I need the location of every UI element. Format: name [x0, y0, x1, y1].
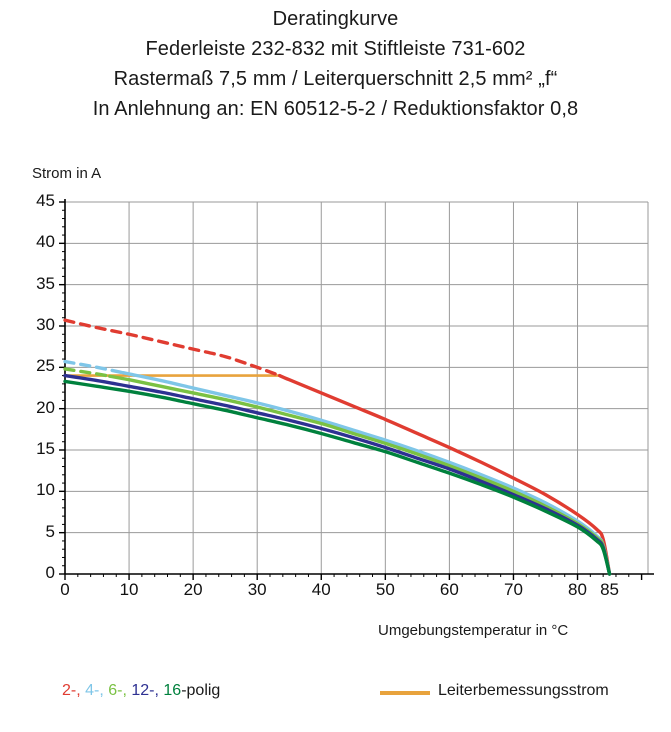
legend-separator: -, [70, 682, 86, 699]
title-line-4: In Anlehnung an: EN 60512-5-2 / Reduktio… [92, 98, 579, 120]
series-line [120, 370, 612, 576]
y-axis-tick-label: 35 [36, 273, 55, 293]
series-line [63, 373, 612, 576]
series-4-polig [63, 359, 612, 576]
y-axis-tick-label: 10 [36, 480, 55, 500]
y-axis-tick-label: 40 [36, 232, 55, 252]
title-line-2: Federleiste 232-832 mit Stiftleiste 731-… [145, 38, 526, 60]
legend-separator: -, [94, 682, 109, 699]
legend-separator: -, [149, 682, 164, 699]
legend-pole-12: 12 [131, 682, 150, 699]
title-line-3: Rastermaß 7,5 mm / Leiterquerschnitt 2,5… [113, 68, 558, 90]
y-axis-tick-label: 30 [36, 315, 55, 334]
y-axis-tick-label: 45 [36, 191, 55, 210]
x-axis-label: Umgebungstemperatur in °C [378, 622, 569, 639]
series-line [63, 379, 612, 576]
legend-separator: -, [117, 682, 132, 699]
legend-poles: 2-, 4-, 6-, 12-, 16-polig [62, 682, 220, 700]
x-axis-tick-label: 30 [247, 580, 267, 599]
legend-pole-6: 6 [108, 682, 118, 699]
x-axis-tick-label: 40 [311, 580, 331, 599]
legend-pole-2: 2 [62, 682, 71, 699]
x-axis-tick-label: 85 [600, 580, 619, 599]
y-axis-tick-label: 5 [45, 521, 55, 541]
legend-pole-4: 4 [85, 682, 95, 699]
legend-pole-16: 16 [163, 682, 182, 699]
series-2-polig [63, 318, 612, 576]
series-12-polig [63, 373, 612, 576]
x-axis-tick-label: 60 [439, 580, 459, 599]
legend-poles-suffix: -polig [181, 682, 221, 699]
chart-legend: 2-, 4-, 6-, 12-, 16-polig Leiterbemessun… [0, 682, 671, 722]
x-axis-tick-label: 70 [503, 580, 523, 599]
series-line [277, 373, 612, 576]
y-axis-label: Strom in A [32, 165, 102, 182]
y-axis-tick-label: 25 [36, 356, 55, 376]
series-line [63, 318, 282, 378]
chart-title-block: Deratingkurve Federleiste 232-832 mit St… [0, 4, 671, 124]
title-line-1: Deratingkurve [272, 8, 399, 30]
x-axis-tick-label: 50 [375, 580, 395, 599]
y-axis-tick-label: 15 [36, 439, 55, 458]
x-axis-tick-label: 10 [119, 580, 139, 599]
series-16-polig [63, 379, 612, 576]
y-axis-tick-label: 0 [45, 563, 55, 582]
x-axis-tick-label: 80 [568, 580, 587, 599]
series-line [63, 359, 125, 375]
y-axis-tick-label: 20 [36, 397, 55, 417]
x-axis-tick-label: 0 [60, 580, 70, 599]
series-line [108, 374, 612, 576]
x-axis-tick-label: 20 [183, 580, 203, 599]
series-line [63, 367, 112, 378]
legend-rated-current-label: Leiterbemessungsstrom [438, 682, 609, 699]
rated-current-legend-line [380, 691, 430, 695]
